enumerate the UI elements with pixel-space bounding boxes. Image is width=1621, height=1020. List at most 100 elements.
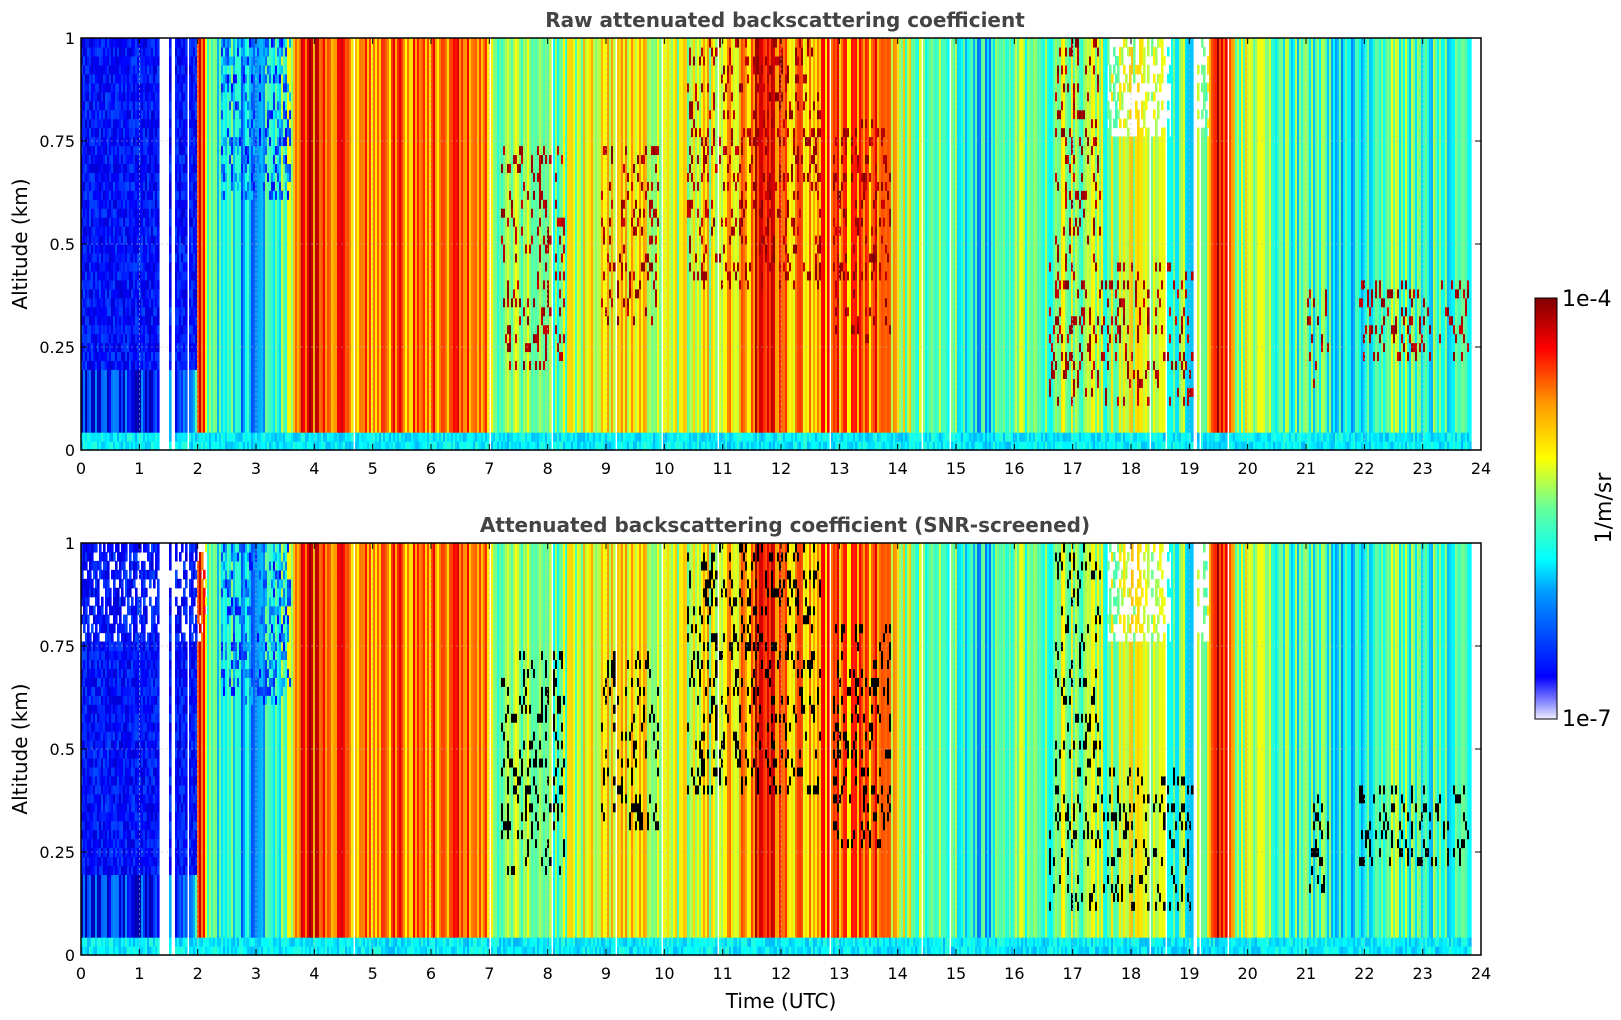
heatmap-cell <box>157 298 160 308</box>
heatmap-cell <box>185 325 188 335</box>
heatmap-cell <box>169 405 172 415</box>
heatmap-cell <box>157 47 160 57</box>
heatmap-cell <box>157 92 160 102</box>
heatmap-cell <box>185 128 188 138</box>
heatmap-cell <box>169 226 172 236</box>
heatmap-cell <box>169 199 172 209</box>
heatmap-cell <box>157 405 160 415</box>
heatmap-cell <box>169 128 172 138</box>
heatmap-cell <box>157 154 160 164</box>
heatmap-cell <box>169 208 172 218</box>
heatmap-cell <box>185 199 188 209</box>
heatmap-cell <box>169 396 172 406</box>
heatmap-cell <box>157 423 160 433</box>
heatmap-cell <box>157 74 160 84</box>
heatmap-cell <box>185 154 188 164</box>
heatmap-cell <box>185 298 188 308</box>
heatmap-cell <box>157 163 160 173</box>
heatmap-cell <box>169 271 172 281</box>
heatmap-cell <box>185 226 188 236</box>
heatmap-cell <box>157 351 160 361</box>
heatmap-cell <box>157 199 160 209</box>
heatmap-cell <box>157 360 160 370</box>
heatmap-cell <box>157 280 160 290</box>
heatmap-cell <box>185 190 188 200</box>
heatmap-cell <box>169 56 172 66</box>
heatmap-cell <box>185 414 188 424</box>
heatmap-cell <box>157 38 160 48</box>
heatmap-cell <box>157 289 160 299</box>
heatmap-cell <box>169 253 172 263</box>
heatmap-cell <box>169 298 172 308</box>
heatmap-cell <box>185 83 188 93</box>
heatmap-cell <box>169 83 172 93</box>
heatmap-cell <box>169 360 172 370</box>
heatmap-cell <box>169 325 172 335</box>
panel-raw-backscatter: Raw attenuated backscattering coefficien… <box>8 8 1491 478</box>
heatmap-cell <box>185 360 188 370</box>
heatmap-cell <box>185 334 188 344</box>
heatmap-cell <box>157 119 160 129</box>
heatmap-cell <box>169 414 172 424</box>
heatmap-cell <box>169 369 172 379</box>
heatmap-cell <box>157 110 160 120</box>
heatmap-cell <box>157 369 160 379</box>
heatmap-cell <box>157 101 160 111</box>
heatmap-cell <box>185 119 188 129</box>
heatmap-cell <box>185 74 188 84</box>
heatmap-cell <box>157 208 160 218</box>
heatmap-cell <box>169 181 172 191</box>
heatmap-cell <box>185 387 188 397</box>
heatmap-cell <box>169 441 172 451</box>
heatmap-cell <box>185 378 188 388</box>
heatmap-cell <box>169 244 172 254</box>
heatmap-cell <box>157 181 160 191</box>
heatmap-cell <box>157 172 160 182</box>
heatmap-cell <box>169 190 172 200</box>
heatmap-cell <box>185 38 188 48</box>
heatmap-cell <box>185 369 188 379</box>
heatmap-cell <box>157 56 160 66</box>
heatmap-cell <box>185 441 188 451</box>
heatmap-cell <box>157 190 160 200</box>
heatmap-cell <box>157 262 160 272</box>
heatmap-cell <box>157 244 160 254</box>
heatmap-cell <box>169 145 172 155</box>
heatmap-cell <box>157 387 160 397</box>
heatmap-cell <box>185 307 188 317</box>
heatmap-cell <box>157 128 160 138</box>
heatmap-cell <box>185 101 188 111</box>
heatmap-cell <box>157 217 160 227</box>
heatmap-cell <box>169 262 172 272</box>
heatmap-raw <box>81 38 1472 451</box>
heatmap-cell <box>185 235 188 245</box>
heatmap-cell <box>185 289 188 299</box>
heatmap-cell <box>157 316 160 326</box>
heatmap-cell <box>169 378 172 388</box>
panel-title: Raw attenuated backscattering coefficien… <box>545 8 1025 32</box>
heatmap-cell <box>157 226 160 236</box>
heatmap-cell <box>169 217 172 227</box>
heatmap-cell <box>185 253 188 263</box>
heatmap-cell <box>169 47 172 57</box>
heatmap-cell <box>169 101 172 111</box>
heatmap-cell <box>157 432 160 442</box>
heatmap-cell <box>169 119 172 129</box>
heatmap-cell <box>169 172 172 182</box>
heatmap-cell <box>185 280 188 290</box>
heatmap-cell <box>169 307 172 317</box>
heatmap-cell <box>185 271 188 281</box>
heatmap-cell <box>169 154 172 164</box>
heatmap-cell <box>185 244 188 254</box>
heatmap-cell <box>169 65 172 75</box>
heatmap-cell <box>157 271 160 281</box>
heatmap-cell <box>185 172 188 182</box>
heatmap-cell <box>169 432 172 442</box>
heatmap-cell <box>185 56 188 66</box>
heatmap-cell <box>169 74 172 84</box>
heatmap-cell <box>157 378 160 388</box>
heatmap-cell <box>185 163 188 173</box>
heatmap-cell <box>169 38 172 48</box>
heatmap-cell <box>169 316 172 326</box>
